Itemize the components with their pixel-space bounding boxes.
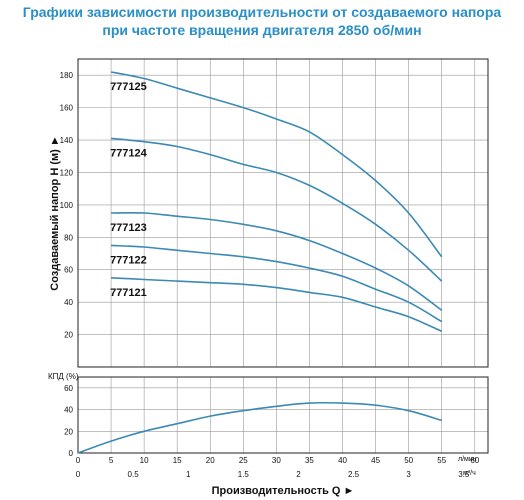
y-tick-label: 180 (60, 71, 74, 80)
x-unit-lpm: л/мин (458, 456, 477, 463)
eff-y-tick-label: 20 (64, 427, 73, 436)
x-tick-m3h: 3.5 (458, 470, 470, 479)
x-unit-m3h: м³/ч (463, 470, 476, 477)
head-curve-777125 (110, 71, 443, 258)
head-curve-777122 (111, 244, 443, 323)
x-tick-lpm: 60 (470, 456, 479, 465)
x-tick-lpm: 5 (109, 456, 114, 465)
model-label-777121: 777121 (110, 287, 147, 299)
x-tick-m3h: 0 (76, 470, 81, 479)
y-tick-label: 40 (64, 298, 73, 307)
eff-y-tick-label: 60 (64, 384, 73, 393)
x-tick-m3h: 3 (406, 470, 411, 479)
efficiency-curve (77, 401, 442, 454)
x-tick-m3h: 2 (296, 470, 301, 479)
eff-y-tick-label: 40 (64, 406, 73, 415)
model-label-777123: 777123 (110, 222, 147, 234)
y-tick-label: 60 (64, 266, 73, 275)
y-tick-label: 140 (60, 136, 74, 145)
y-tick-label: 20 (64, 331, 73, 340)
eff-y-tick-label: 0 (69, 449, 74, 458)
x-tick-lpm: 30 (272, 456, 281, 465)
x-tick-lpm: 10 (140, 456, 149, 465)
x-tick-lpm: 55 (437, 456, 446, 465)
efficiency-axis-label: КПД (%) (48, 372, 79, 381)
head-curves (110, 71, 443, 333)
x-axis-title: Производительность Q ► (212, 485, 355, 497)
head-chart-frame (77, 58, 489, 368)
model-label-777122: 777122 (110, 254, 147, 266)
x-tick-lpm: 40 (338, 456, 347, 465)
x-tick-lpm: 45 (371, 456, 380, 465)
head-curve-777121 (111, 277, 443, 333)
x-tick-lpm: 15 (173, 456, 182, 465)
x-tick-lpm: 25 (239, 456, 248, 465)
head-chart-grid (78, 59, 488, 367)
head-curve-777123 (111, 211, 443, 311)
y-tick-label: 160 (60, 104, 74, 113)
x-tick-m3h: 1.5 (238, 470, 250, 479)
x-tick-lpm: 35 (305, 456, 314, 465)
efficiency-chart-frame (77, 376, 489, 454)
x-tick-lpm: 50 (404, 456, 413, 465)
y-tick-label: 120 (60, 168, 74, 177)
x-tick-m3h: 2.5 (348, 470, 360, 479)
model-label-777125: 777125 (110, 81, 147, 93)
efficiency-curve-group (77, 401, 442, 454)
y-tick-label: 80 (64, 233, 73, 242)
x-tick-m3h: 1 (186, 470, 191, 479)
chart-title-line2: при частоте вращения двигателя 2850 об/м… (102, 22, 422, 38)
model-label-777124: 777124 (110, 147, 148, 159)
y-axis-title: Создаваемый напор H (м) ► (49, 135, 61, 290)
chart-title-line1: Графики зависимости производительности о… (22, 4, 502, 20)
model-labels: 777125 777124 777123 777122 777121 (110, 81, 148, 299)
x-tick-m3h: 0.5 (128, 470, 140, 479)
x-tick-lpm: 20 (206, 456, 215, 465)
head-curve-777124 (111, 137, 443, 282)
y-tick-label: 100 (60, 201, 74, 210)
x-tick-lpm: 0 (76, 456, 81, 465)
